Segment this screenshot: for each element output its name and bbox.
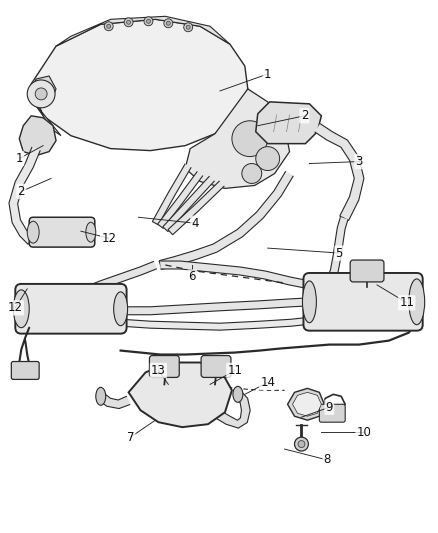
Circle shape xyxy=(144,17,153,26)
FancyBboxPatch shape xyxy=(15,284,127,334)
FancyBboxPatch shape xyxy=(350,260,384,282)
Ellipse shape xyxy=(409,279,425,325)
FancyBboxPatch shape xyxy=(319,404,345,422)
Text: 5: 5 xyxy=(336,247,343,260)
PathPatch shape xyxy=(152,164,191,225)
PathPatch shape xyxy=(158,172,203,228)
Polygon shape xyxy=(31,19,248,151)
Circle shape xyxy=(104,22,113,31)
PathPatch shape xyxy=(168,181,224,235)
PathPatch shape xyxy=(314,217,348,303)
Polygon shape xyxy=(129,362,232,427)
Circle shape xyxy=(242,164,262,183)
Circle shape xyxy=(294,437,308,451)
PathPatch shape xyxy=(163,176,215,231)
Circle shape xyxy=(164,19,173,28)
Circle shape xyxy=(27,80,55,108)
Polygon shape xyxy=(31,84,61,136)
Polygon shape xyxy=(256,102,321,144)
Ellipse shape xyxy=(86,222,96,242)
Circle shape xyxy=(127,20,131,25)
Circle shape xyxy=(256,147,279,171)
Polygon shape xyxy=(56,17,230,46)
PathPatch shape xyxy=(120,317,310,330)
FancyBboxPatch shape xyxy=(29,217,95,247)
Ellipse shape xyxy=(27,221,39,243)
Circle shape xyxy=(124,18,133,27)
Text: 13: 13 xyxy=(151,364,166,377)
PathPatch shape xyxy=(215,391,250,428)
Text: 12: 12 xyxy=(8,301,23,314)
FancyBboxPatch shape xyxy=(149,356,179,377)
Circle shape xyxy=(35,88,47,100)
Ellipse shape xyxy=(233,386,243,402)
Text: 9: 9 xyxy=(325,401,333,414)
PathPatch shape xyxy=(98,393,130,409)
Text: 12: 12 xyxy=(101,232,116,245)
Text: 11: 11 xyxy=(227,364,242,377)
PathPatch shape xyxy=(159,171,293,269)
Circle shape xyxy=(107,25,111,28)
Polygon shape xyxy=(19,116,56,156)
PathPatch shape xyxy=(160,261,350,295)
Ellipse shape xyxy=(114,292,127,326)
PathPatch shape xyxy=(49,261,157,311)
Circle shape xyxy=(186,25,190,29)
Circle shape xyxy=(184,23,193,32)
Text: 4: 4 xyxy=(191,217,199,230)
FancyBboxPatch shape xyxy=(201,356,231,377)
Ellipse shape xyxy=(303,281,316,322)
Text: 2: 2 xyxy=(301,109,308,122)
Circle shape xyxy=(146,19,150,23)
Text: 11: 11 xyxy=(399,296,414,309)
Text: 8: 8 xyxy=(324,454,331,466)
Circle shape xyxy=(298,441,305,448)
Ellipse shape xyxy=(96,387,106,405)
Circle shape xyxy=(166,21,170,25)
Text: 2: 2 xyxy=(18,185,25,198)
Text: 3: 3 xyxy=(355,155,363,168)
PathPatch shape xyxy=(120,298,310,315)
PathPatch shape xyxy=(9,147,40,244)
Polygon shape xyxy=(288,389,324,420)
Text: 1: 1 xyxy=(15,152,23,165)
Circle shape xyxy=(232,121,268,157)
Text: 10: 10 xyxy=(357,426,371,439)
PathPatch shape xyxy=(314,124,364,221)
Polygon shape xyxy=(29,76,56,104)
FancyBboxPatch shape xyxy=(304,273,423,330)
Ellipse shape xyxy=(13,290,29,328)
Text: 7: 7 xyxy=(127,431,134,443)
Text: 1: 1 xyxy=(264,68,272,80)
Text: 14: 14 xyxy=(260,376,275,389)
Text: 6: 6 xyxy=(188,270,196,284)
FancyBboxPatch shape xyxy=(11,361,39,379)
Polygon shape xyxy=(293,392,321,416)
Polygon shape xyxy=(185,89,290,188)
